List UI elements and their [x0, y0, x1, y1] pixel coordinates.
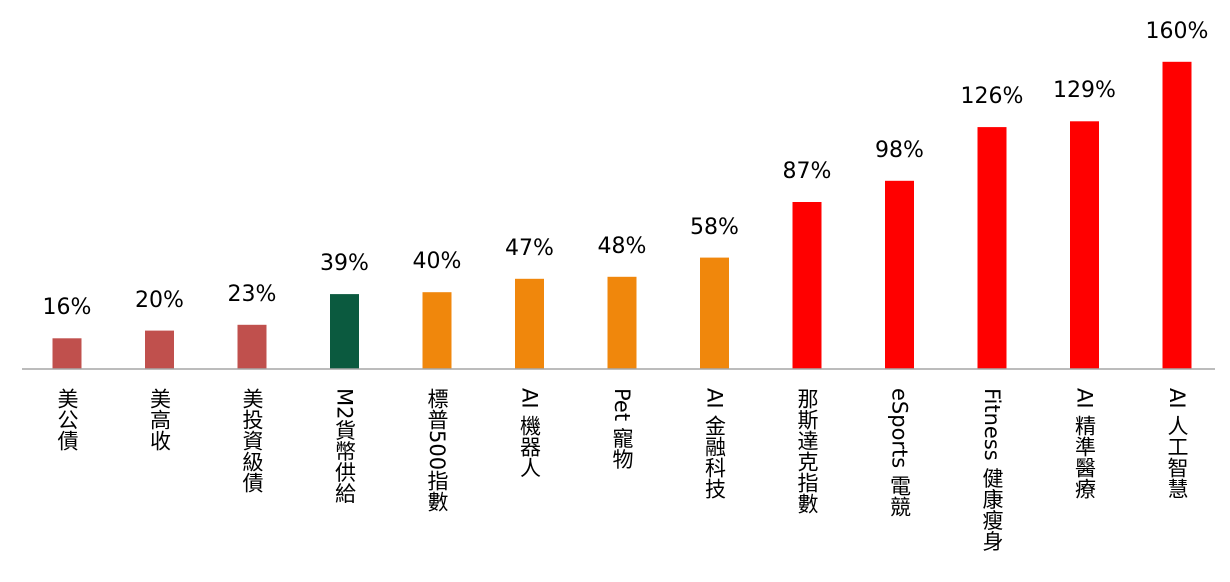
value-label-6: 47%	[505, 235, 554, 261]
value-label-5: 40%	[412, 249, 462, 275]
category-label-13: AI 人工智慧	[1165, 388, 1189, 500]
category-label-3: 美投資級債	[240, 388, 264, 493]
value-label-3: 23%	[227, 281, 277, 307]
bar-10	[885, 180, 914, 369]
category-label-6: AI 機器人	[517, 388, 542, 479]
bar-8	[700, 257, 729, 369]
value-label-13: 160%	[1145, 18, 1209, 44]
value-label-9: 87%	[782, 158, 832, 184]
bar-11	[977, 127, 1007, 369]
value-label-11: 126%	[960, 84, 1024, 110]
category-label-8: AI 金融科技	[702, 388, 727, 500]
category-label-12: AI 精準醫療	[1072, 388, 1097, 500]
value-label-8: 58%	[690, 214, 739, 240]
value-label-7: 48%	[597, 233, 647, 259]
bar-9	[792, 202, 822, 369]
category-label-9: 那斯達克指數	[795, 388, 819, 514]
value-label-2: 20%	[135, 287, 184, 313]
category-label-4: M2貨幣供給	[332, 388, 357, 504]
category-label-1: 美公債	[55, 388, 79, 451]
category-label-2: 美高收	[147, 388, 172, 451]
bar-3	[237, 324, 267, 369]
category-label-5: 標普500指數	[425, 388, 449, 513]
value-label-10: 98%	[875, 137, 924, 163]
category-label-11: Fitness 健康瘦身	[980, 388, 1004, 552]
bar-6	[515, 278, 544, 369]
category-label-10: eSports 電競	[887, 388, 912, 517]
bar-4	[330, 294, 359, 369]
value-label-1: 16%	[42, 295, 92, 321]
bar-2	[145, 330, 174, 369]
bar-12	[1070, 121, 1099, 369]
bar-5	[422, 292, 452, 369]
bar-1	[52, 338, 82, 369]
value-label-4: 39%	[320, 251, 369, 277]
bar-7	[607, 276, 637, 369]
category-label-7: Pet 寵物	[610, 388, 634, 470]
value-label-12: 129%	[1053, 78, 1116, 104]
bar-13	[1162, 61, 1192, 370]
